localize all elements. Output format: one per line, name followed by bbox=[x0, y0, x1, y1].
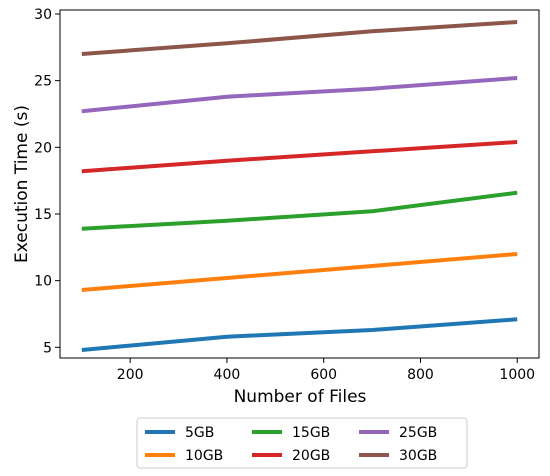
y-tick-label: 10 bbox=[34, 274, 52, 290]
x-tick-label: 600 bbox=[310, 367, 337, 383]
y-tick-label: 25 bbox=[34, 74, 52, 90]
series-line-5GB bbox=[81, 317, 518, 352]
series-line-15GB bbox=[81, 190, 518, 231]
legend-label-20GB: 20GB bbox=[292, 448, 330, 464]
legend: 5GB 10GB 15GB 20GB 25GB 30GB bbox=[136, 417, 468, 469]
x-tick-label: 800 bbox=[407, 367, 434, 383]
legend-label-30GB: 30GB bbox=[399, 448, 437, 464]
y-axis-ticks: 5 10 15 20 25 30 bbox=[34, 7, 60, 356]
y-tick-label: 5 bbox=[43, 340, 52, 356]
x-tick-label: 200 bbox=[117, 367, 144, 383]
y-tick-label: 30 bbox=[34, 7, 52, 23]
x-tick-label: 400 bbox=[214, 367, 241, 383]
series-line-20GB bbox=[81, 140, 518, 174]
legend-label-15GB: 15GB bbox=[292, 425, 330, 441]
x-axis-ticks: 200 400 600 800 1000 bbox=[117, 358, 535, 383]
legend-label-25GB: 25GB bbox=[399, 425, 437, 441]
legend-label-5GB: 5GB bbox=[185, 425, 214, 441]
series-line-10GB bbox=[81, 252, 518, 292]
y-axis-label: Execution Time (s) bbox=[12, 105, 32, 263]
series-lines bbox=[81, 20, 518, 352]
x-axis-label: Number of Files bbox=[234, 387, 367, 407]
x-tick-label: 1000 bbox=[499, 367, 535, 383]
y-tick-label: 20 bbox=[34, 140, 52, 156]
series-line-30GB bbox=[81, 20, 518, 56]
legend-label-10GB: 10GB bbox=[185, 448, 223, 464]
plot-frame bbox=[59, 9, 540, 359]
y-tick-label: 15 bbox=[34, 207, 52, 223]
series-line-25GB bbox=[81, 76, 518, 114]
